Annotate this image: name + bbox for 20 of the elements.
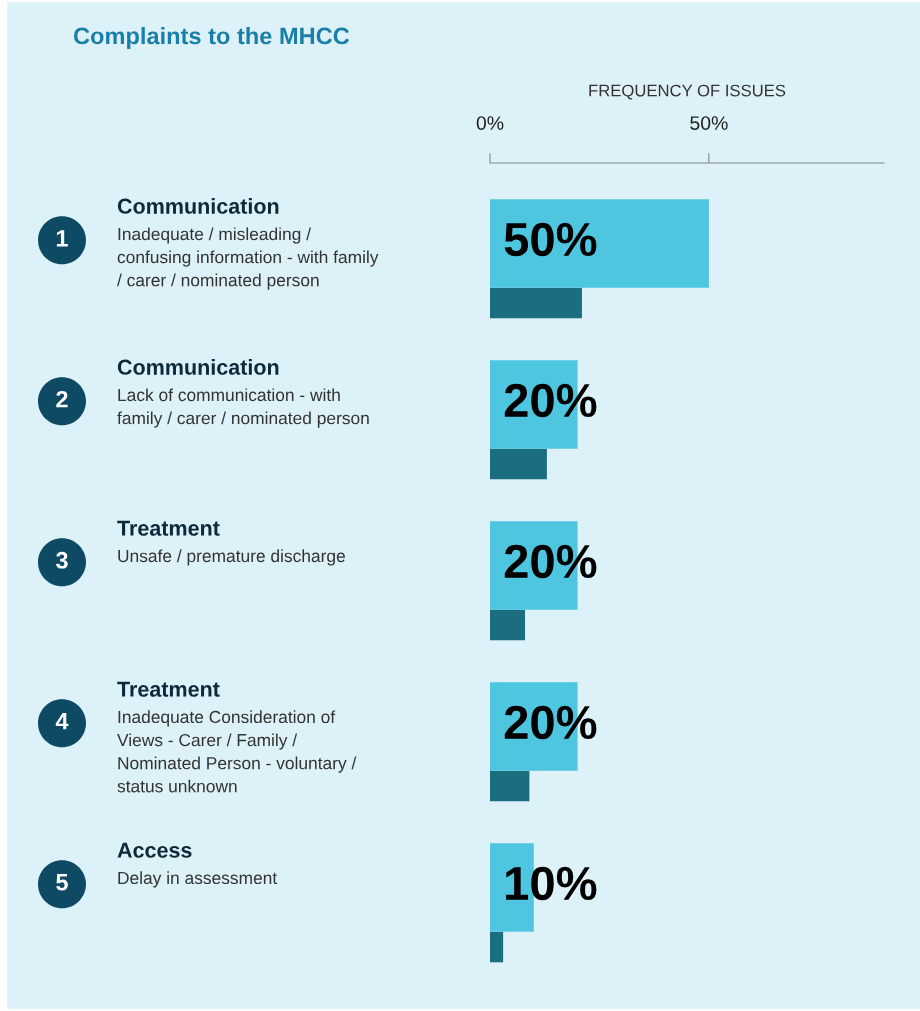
text: Complaints to the MHCC bbox=[73, 27, 350, 50]
text: 1 bbox=[56, 230, 68, 247]
x-axis-title: FREQUENCY OF ISSUES bbox=[589, 84, 786, 100]
y-tick-label: Communication Lack of communication - with family / carer / nominated person bbox=[117, 359, 369, 428]
bar bbox=[490, 287, 582, 319]
data-label: 50% bbox=[504, 222, 597, 257]
text: 3 bbox=[55, 551, 68, 569]
bar bbox=[490, 609, 526, 641]
text: 5 bbox=[56, 874, 68, 891]
y-tick-label: Treatment Inadequate Consideration of Views - Carer / Family / Nominated Person - voluntary / status unknown bbox=[117, 681, 357, 793]
text: 2 bbox=[56, 390, 68, 408]
y-tick-label: Access Delay in assessment bbox=[117, 842, 278, 888]
x-tick-label: 0% bbox=[476, 116, 504, 130]
bar bbox=[490, 931, 504, 963]
y-tick-label: Treatment Unsafe / premature discharge bbox=[117, 520, 345, 566]
bar bbox=[490, 770, 530, 802]
bar bbox=[490, 199, 709, 288]
y-tick-label: Communication Inadequate / misleading / confusing information - with family / carer / nominated person bbox=[117, 198, 379, 290]
bar bbox=[490, 448, 547, 480]
text: 4 bbox=[55, 713, 69, 730]
